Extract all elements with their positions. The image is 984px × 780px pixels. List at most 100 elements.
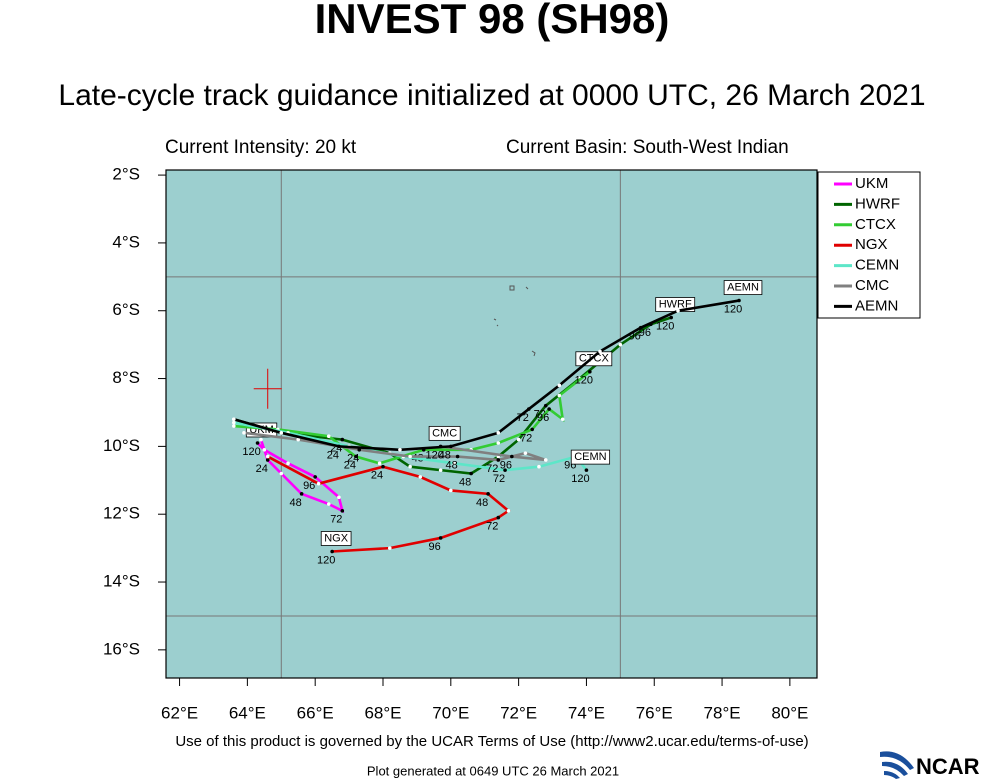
- hour-label: 72: [493, 473, 505, 485]
- track-point: [279, 471, 284, 476]
- track-point: [560, 417, 565, 422]
- track-point: [316, 481, 321, 486]
- hour-label: 48: [459, 476, 471, 488]
- track-end-box: [428, 425, 461, 441]
- track-point: [398, 447, 402, 452]
- track-point: [337, 495, 341, 500]
- x-tick-label: 72°E: [500, 703, 537, 722]
- legend: UKM HWRF CTCX NGX CEMN CMC AEMN: [817, 171, 921, 319]
- y-tick-label: 2°S: [112, 165, 140, 184]
- track-point: [340, 509, 345, 513]
- track-point: [337, 444, 341, 449]
- track-end-box: [320, 531, 352, 546]
- generated: Plot generated at 0649 UTC 26 March 2021: [367, 763, 619, 778]
- track-point: [340, 437, 345, 442]
- track-end-label: NGX: [324, 532, 349, 544]
- track: 24 48 72 96 120 NGX: [265, 454, 511, 566]
- hour-label: 120: [242, 446, 260, 458]
- hour-label: 72: [486, 463, 498, 475]
- track-point: [357, 447, 362, 452]
- track-point: [584, 468, 589, 472]
- track-point: [496, 431, 501, 435]
- track-point: [265, 454, 270, 459]
- track-point: [296, 437, 301, 442]
- hour-label: 48: [476, 497, 488, 509]
- logo-stripe: [880, 751, 914, 770]
- hour-label: 48: [290, 497, 302, 509]
- track-point: [438, 536, 443, 540]
- track-point: [506, 509, 511, 513]
- islands: [493, 285, 536, 357]
- legend-label: CTCX: [855, 216, 896, 233]
- y-tick-label: 12°S: [103, 504, 140, 523]
- track-point: [408, 464, 412, 469]
- track-point: [242, 431, 246, 435]
- track-point: [438, 468, 443, 472]
- track-point: [537, 464, 541, 469]
- track-point: [452, 461, 457, 466]
- track-end-label: CTCX: [579, 353, 610, 365]
- track-point: [510, 454, 514, 459]
- legend-label: NGX: [855, 236, 888, 253]
- track-point: [313, 475, 317, 479]
- y-tick-label: 10°S: [103, 436, 140, 455]
- hour-label: 48: [445, 459, 457, 471]
- legend-label: UKM: [855, 175, 888, 192]
- track-point: [449, 488, 453, 493]
- island: [531, 350, 536, 357]
- track-point: [503, 468, 507, 472]
- hour-label: 120: [571, 473, 589, 485]
- legend-label: AEMN: [855, 297, 898, 314]
- hour-label: 72: [330, 514, 342, 526]
- track-point: [669, 315, 674, 320]
- track-point: [557, 393, 562, 398]
- track-point: [486, 492, 490, 496]
- track-point: [377, 461, 382, 466]
- hour-label: 120: [724, 303, 742, 315]
- track-point: [299, 492, 304, 496]
- hour-label: 72: [517, 412, 529, 424]
- island: [509, 285, 529, 291]
- track-end-label: CEMN: [574, 451, 606, 463]
- hour-label: 120: [656, 320, 674, 332]
- x-tick-label: 66°E: [297, 703, 334, 722]
- x-tick-label: 64°E: [229, 703, 266, 722]
- hour-label: 120: [317, 554, 335, 566]
- hour-label: 24: [256, 463, 268, 475]
- track-point: [286, 461, 290, 466]
- track-point: [354, 454, 358, 459]
- track-point: [737, 298, 741, 303]
- y-tick-label: 14°S: [103, 572, 140, 591]
- track-point: [618, 342, 623, 347]
- subtitle: Late-cycle track guidance initialized at…: [58, 79, 925, 112]
- legend-label: CEMN: [855, 257, 899, 274]
- hour-label: 24: [327, 449, 339, 461]
- terms: Use of this product is governed by the U…: [175, 733, 808, 750]
- title: INVEST 98 (SH98): [315, 0, 670, 42]
- track-point: [418, 475, 423, 479]
- hour-label: 96: [429, 541, 441, 553]
- track-point: [496, 441, 501, 445]
- x-tick-label: 74°E: [568, 703, 605, 722]
- track-point: [408, 454, 412, 459]
- track-point: [676, 308, 680, 313]
- track-point: [598, 349, 602, 354]
- track-end-box: [575, 351, 613, 367]
- track-end-label: AEMN: [727, 281, 759, 293]
- track-point: [232, 420, 236, 425]
- current-position: [253, 368, 282, 409]
- hour-label: 24: [347, 453, 359, 465]
- track-point: [262, 447, 267, 452]
- x-tick-label: 80°E: [771, 703, 808, 722]
- track-point: [455, 454, 460, 459]
- island: [493, 318, 499, 327]
- track-line: [233, 316, 672, 475]
- track-point: [381, 464, 385, 469]
- hour-label: 48: [439, 449, 451, 461]
- logo-stripe: [882, 761, 908, 776]
- y-tick-label: 8°S: [112, 368, 140, 387]
- track-point: [232, 424, 236, 428]
